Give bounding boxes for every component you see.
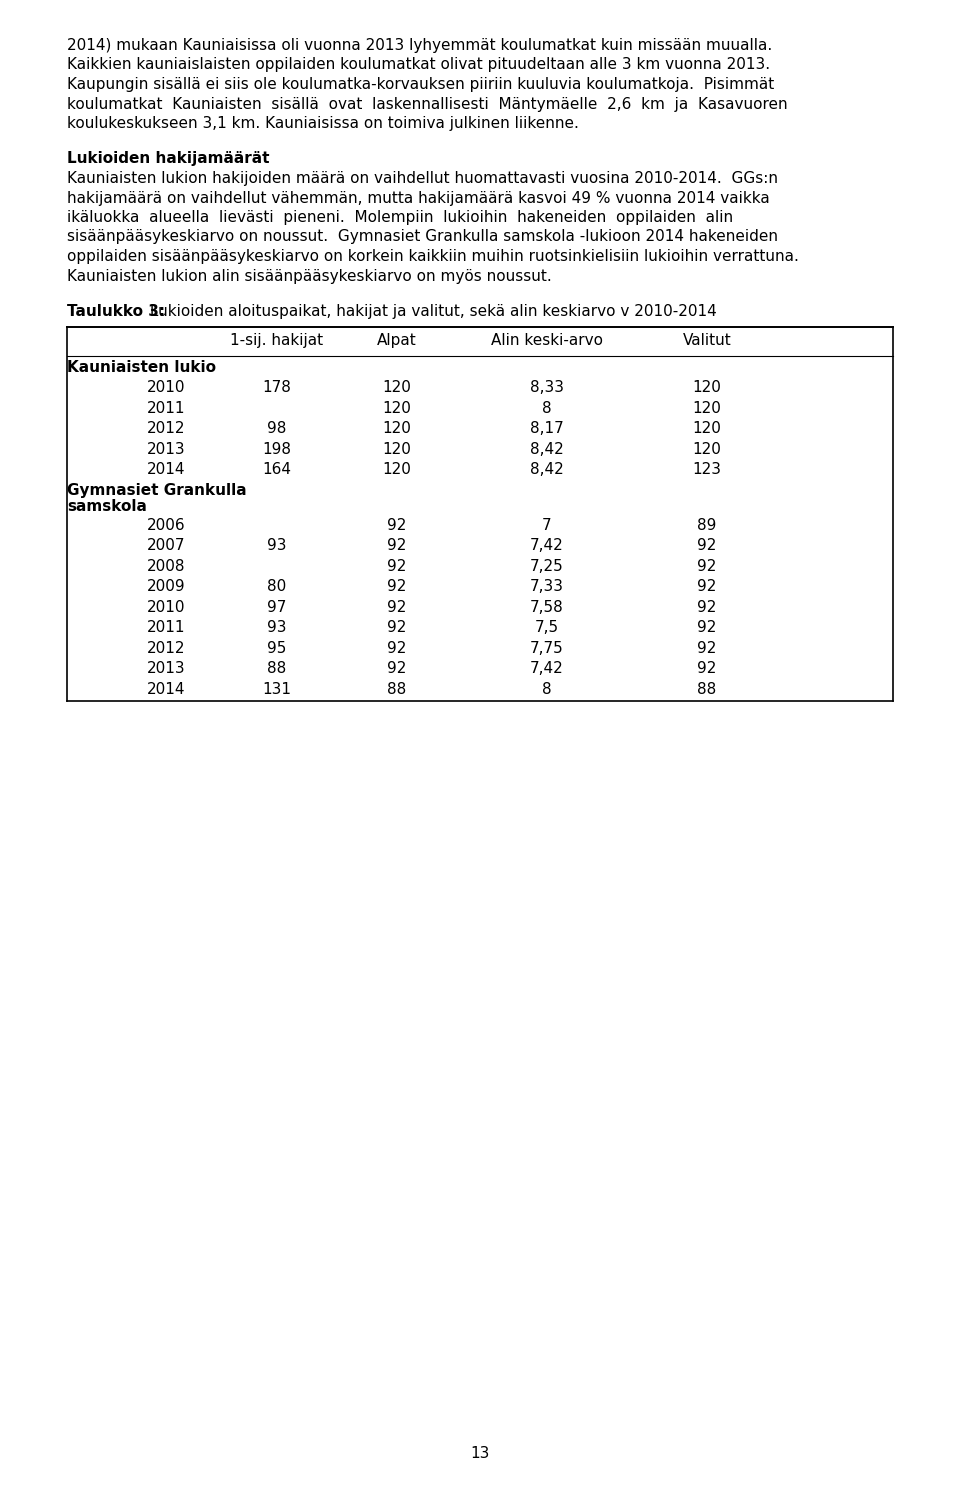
- Text: 92: 92: [697, 620, 717, 636]
- Text: koulumatkat  Kauniaisten  sisällä  ovat  laskennallisesti  Mäntymäelle  2,6  km : koulumatkat Kauniaisten sisällä ovat las…: [67, 97, 787, 111]
- Text: 92: 92: [697, 640, 717, 655]
- Text: 120: 120: [692, 401, 721, 416]
- Text: 7,42: 7,42: [530, 661, 564, 676]
- Text: 7: 7: [542, 517, 552, 533]
- Text: 93: 93: [267, 620, 287, 636]
- Text: 88: 88: [268, 661, 287, 676]
- Text: 92: 92: [387, 580, 407, 594]
- Text: Lukioiden hakijamäärät: Lukioiden hakijamäärät: [67, 152, 270, 166]
- Text: 1-sij. hakijat: 1-sij. hakijat: [230, 333, 324, 348]
- Text: 120: 120: [692, 441, 721, 456]
- Text: 2011: 2011: [147, 620, 185, 636]
- Text: 92: 92: [387, 517, 407, 533]
- Text: hakijamäärä on vaihdellut vähemmän, mutta hakijamäärä kasvoi 49 % vuonna 2014 va: hakijamäärä on vaihdellut vähemmän, mutt…: [67, 190, 770, 205]
- Text: 2012: 2012: [147, 422, 185, 437]
- Text: Kaupungin sisällä ei siis ole koulumatka-korvauksen piiriin kuuluvia koulumatkoj: Kaupungin sisällä ei siis ole koulumatka…: [67, 77, 775, 92]
- Text: 8,42: 8,42: [530, 462, 564, 477]
- Text: Alin keski-arvo: Alin keski-arvo: [491, 333, 603, 348]
- Text: 120: 120: [383, 441, 412, 456]
- Text: 120: 120: [383, 462, 412, 477]
- Text: 89: 89: [697, 517, 717, 533]
- Text: ikäluokka  alueella  lievästi  pieneni.  Molempiin  lukioihin  hakeneiden  oppil: ikäluokka alueella lievästi pieneni. Mol…: [67, 210, 733, 224]
- Text: 98: 98: [267, 422, 287, 437]
- Text: Kauniaisten lukio: Kauniaisten lukio: [67, 360, 216, 374]
- Text: 2010: 2010: [147, 380, 185, 395]
- Text: Gymnasiet Grankulla: Gymnasiet Grankulla: [67, 483, 247, 498]
- Text: 120: 120: [692, 422, 721, 437]
- Text: Kauniaisten lukion alin sisäänpääsykeskiarvo on myös noussut.: Kauniaisten lukion alin sisäänpääsykeski…: [67, 269, 552, 284]
- Text: 13: 13: [470, 1446, 490, 1461]
- Text: 7,58: 7,58: [530, 600, 564, 615]
- Text: 92: 92: [697, 600, 717, 615]
- Text: 92: 92: [387, 559, 407, 574]
- Text: 7,25: 7,25: [530, 559, 564, 574]
- Text: 2013: 2013: [146, 661, 185, 676]
- Text: 92: 92: [697, 559, 717, 574]
- Text: 120: 120: [383, 380, 412, 395]
- Text: 93: 93: [267, 538, 287, 553]
- Text: 2011: 2011: [147, 401, 185, 416]
- Text: 92: 92: [387, 640, 407, 655]
- Text: 92: 92: [387, 538, 407, 553]
- Text: 7,75: 7,75: [530, 640, 564, 655]
- Text: 2014: 2014: [147, 462, 185, 477]
- Text: sisäänpääsykeskiarvo on noussut.  Gymnasiet Grankulla samskola -lukioon 2014 hak: sisäänpääsykeskiarvo on noussut. Gymnasi…: [67, 229, 778, 245]
- Text: 2014: 2014: [147, 682, 185, 697]
- Text: 2008: 2008: [147, 559, 185, 574]
- Text: 2009: 2009: [146, 580, 185, 594]
- Text: 92: 92: [387, 661, 407, 676]
- Text: 8,33: 8,33: [530, 380, 564, 395]
- Text: 97: 97: [267, 600, 287, 615]
- Text: 164: 164: [262, 462, 292, 477]
- Text: 198: 198: [262, 441, 292, 456]
- Text: 178: 178: [263, 380, 292, 395]
- Text: 2010: 2010: [147, 600, 185, 615]
- Text: Kauniaisten lukion hakijoiden määrä on vaihdellut huomattavasti vuosina 2010-201: Kauniaisten lukion hakijoiden määrä on v…: [67, 171, 778, 186]
- Text: 120: 120: [383, 422, 412, 437]
- Text: 92: 92: [387, 600, 407, 615]
- Text: 80: 80: [268, 580, 287, 594]
- Text: 7,33: 7,33: [530, 580, 564, 594]
- Text: 2006: 2006: [146, 517, 185, 533]
- Text: 95: 95: [267, 640, 287, 655]
- Text: 131: 131: [262, 682, 292, 697]
- Text: 120: 120: [692, 380, 721, 395]
- Text: 2014) mukaan Kauniaisissa oli vuonna 2013 lyhyemmät koulumatkat kuin missään muu: 2014) mukaan Kauniaisissa oli vuonna 201…: [67, 39, 772, 53]
- Text: samskola: samskola: [67, 499, 147, 514]
- Text: Kaikkien kauniaislaisten oppilaiden koulumatkat olivat pituudeltaan alle 3 km vu: Kaikkien kauniaislaisten oppilaiden koul…: [67, 58, 770, 73]
- Text: 92: 92: [387, 620, 407, 636]
- Text: 7,5: 7,5: [535, 620, 559, 636]
- Text: 123: 123: [692, 462, 722, 477]
- Text: 2007: 2007: [147, 538, 185, 553]
- Text: oppilaiden sisäänpääsykeskiarvo on korkein kaikkiin muihin ruotsinkielisiin luki: oppilaiden sisäänpääsykeskiarvo on korke…: [67, 250, 799, 265]
- Text: 7,42: 7,42: [530, 538, 564, 553]
- Text: Alpat: Alpat: [377, 333, 417, 348]
- Text: 92: 92: [697, 538, 717, 553]
- Text: 8: 8: [542, 682, 552, 697]
- Text: Lukioiden aloituspaikat, hakijat ja valitut, sekä alin keskiarvo v 2010-2014: Lukioiden aloituspaikat, hakijat ja vali…: [145, 305, 717, 319]
- Text: 8,42: 8,42: [530, 441, 564, 456]
- Text: 8: 8: [542, 401, 552, 416]
- Text: 88: 88: [697, 682, 716, 697]
- Text: 88: 88: [388, 682, 407, 697]
- Text: 2013: 2013: [146, 441, 185, 456]
- Text: Taulukko 3:: Taulukko 3:: [67, 305, 165, 319]
- Text: koulukeskukseen 3,1 km. Kauniaisissa on toimiva julkinen liikenne.: koulukeskukseen 3,1 km. Kauniaisissa on …: [67, 116, 579, 131]
- Text: 92: 92: [697, 661, 717, 676]
- Text: 8,17: 8,17: [530, 422, 564, 437]
- Text: 2012: 2012: [147, 640, 185, 655]
- Text: 92: 92: [697, 580, 717, 594]
- Text: 120: 120: [383, 401, 412, 416]
- Text: Valitut: Valitut: [683, 333, 732, 348]
